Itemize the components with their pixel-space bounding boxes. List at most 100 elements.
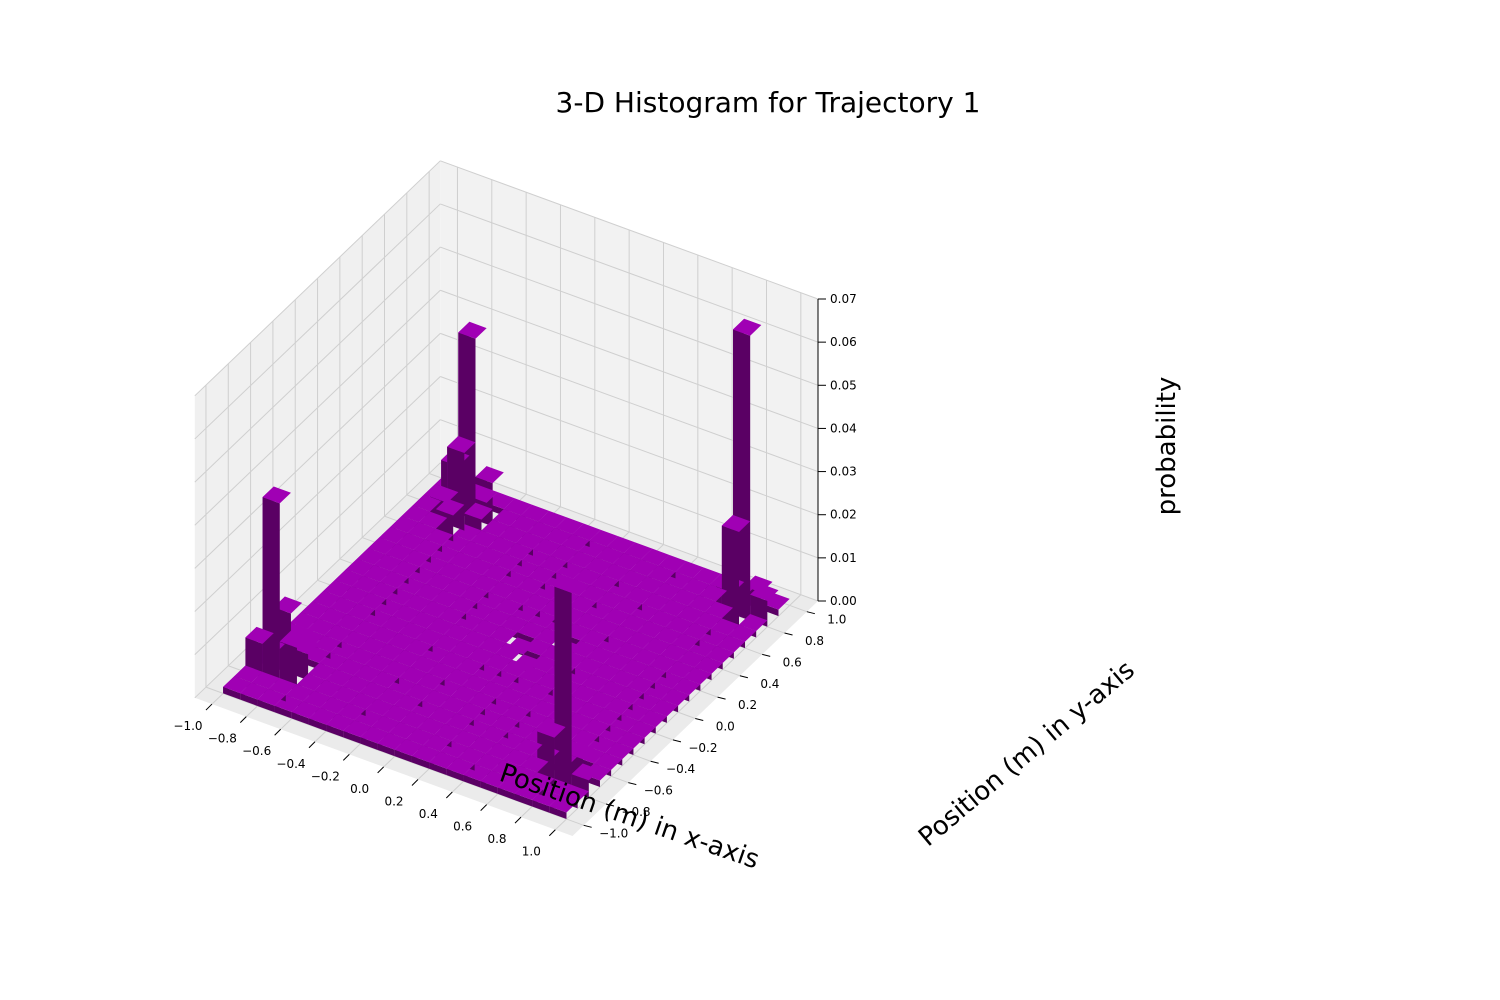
y-tick-label: 0.6 xyxy=(783,655,802,669)
bar-face-top xyxy=(482,564,511,582)
bar-face-top xyxy=(572,523,601,541)
bar-face-top xyxy=(422,690,451,708)
bar-face-top xyxy=(335,614,364,631)
bar-face-top xyxy=(240,682,269,700)
x-tick-label: −0.4 xyxy=(276,757,305,771)
bar-face-top xyxy=(405,728,435,746)
bar-face-top xyxy=(574,612,603,630)
bar-face-top xyxy=(659,599,688,617)
bar-face-top xyxy=(514,783,544,800)
x-tick-mark xyxy=(480,804,488,811)
bar-face-side xyxy=(377,743,395,757)
bar-face-side xyxy=(463,774,481,788)
bar-face-top xyxy=(609,669,638,687)
y-tick-mark xyxy=(583,824,592,828)
z-tick-label: 0.01 xyxy=(830,551,857,565)
bar-face-top xyxy=(312,590,341,608)
bar-face-top xyxy=(262,486,291,504)
bar-face-top xyxy=(343,720,372,738)
bar-face-top xyxy=(308,707,338,725)
x-tick-mark xyxy=(239,716,247,723)
bar-face-top xyxy=(654,627,683,645)
bar-face-top xyxy=(614,642,643,660)
z-axis-title: probability xyxy=(1152,377,1182,516)
bar-face-top xyxy=(530,700,559,718)
bar-face-top xyxy=(478,681,508,699)
bar-face-top xyxy=(331,686,360,704)
bar-face-top xyxy=(671,633,700,651)
bar-face-top xyxy=(592,663,621,681)
bar-face-top xyxy=(498,526,527,544)
histogram-bar xyxy=(240,682,269,706)
x-tick-label: 0.0 xyxy=(350,782,369,796)
bar-face-top xyxy=(455,658,485,675)
y-tick-label: 0.8 xyxy=(805,634,824,648)
y-tick-mark xyxy=(605,803,615,807)
bar-face-top xyxy=(687,595,716,613)
grid-line-wall-z xyxy=(440,203,819,343)
bar-face-top xyxy=(624,587,654,604)
bar-face-top xyxy=(434,723,463,741)
bar-face-side xyxy=(308,718,327,732)
bar-face-top xyxy=(245,626,274,644)
bar-face-top xyxy=(425,573,455,591)
bar-face-top xyxy=(486,492,515,510)
bar-face-top xyxy=(474,753,503,771)
histogram-bar xyxy=(291,701,321,725)
bar-face-top xyxy=(491,759,521,777)
bar-face-top xyxy=(490,715,520,733)
x-tick-mark xyxy=(377,766,385,774)
bar-face-top xyxy=(437,607,467,625)
bar-face-top xyxy=(458,321,487,339)
histogram-bar xyxy=(429,751,458,776)
bar-face-top xyxy=(575,657,604,675)
bar-face-top xyxy=(364,654,394,672)
x-tick-mark xyxy=(274,728,281,736)
bar-face-top xyxy=(560,784,589,802)
bar-face-top xyxy=(480,770,509,788)
bar-face-top xyxy=(411,745,441,763)
bar-face-top xyxy=(468,736,497,754)
bar-face-top xyxy=(407,522,437,540)
bar-face-top xyxy=(681,578,710,596)
bar-face-side xyxy=(274,705,292,719)
histogram-bar xyxy=(326,713,355,738)
y-tick-label: 0.2 xyxy=(738,698,757,712)
bar-face-top xyxy=(401,505,430,523)
bar-face-top xyxy=(618,570,648,587)
bar-face-top xyxy=(581,674,610,692)
bar-face-top xyxy=(527,566,557,584)
bar-face-top xyxy=(638,710,667,728)
bar-face-side xyxy=(223,686,241,700)
bar-face-top xyxy=(423,734,452,752)
bar-face-top xyxy=(527,521,556,539)
bar-face-top xyxy=(698,584,728,602)
bar-face-top xyxy=(399,711,429,729)
x-tick-mark xyxy=(205,703,213,711)
histogram-bar xyxy=(394,739,424,763)
bar-face-top xyxy=(580,629,609,647)
bar-face-top xyxy=(605,742,634,760)
bar-face-top xyxy=(694,656,723,674)
bar-face-top xyxy=(522,593,552,611)
bar-face-top xyxy=(448,596,478,614)
bar-face-top xyxy=(533,538,562,556)
bar-face-top xyxy=(268,678,297,696)
bar-face-top xyxy=(595,546,624,564)
bar-face-top xyxy=(369,581,398,599)
bar-face-top xyxy=(436,498,465,516)
z-tick-label: 0.02 xyxy=(830,508,857,522)
grid-line-wall-z xyxy=(194,160,441,397)
bar-face-top xyxy=(430,485,459,503)
x-tick-label: 0.4 xyxy=(419,807,438,821)
bar-face-top xyxy=(627,720,656,738)
bar-face-top xyxy=(446,757,475,775)
bar-face-top xyxy=(381,615,410,633)
bar-face-top xyxy=(334,569,364,587)
y-tick-label: 1.0 xyxy=(827,613,846,627)
bar-face-top xyxy=(505,587,534,605)
x-tick-mark xyxy=(548,829,556,837)
bar-face-top xyxy=(352,620,382,638)
bar-face-top xyxy=(460,630,490,648)
